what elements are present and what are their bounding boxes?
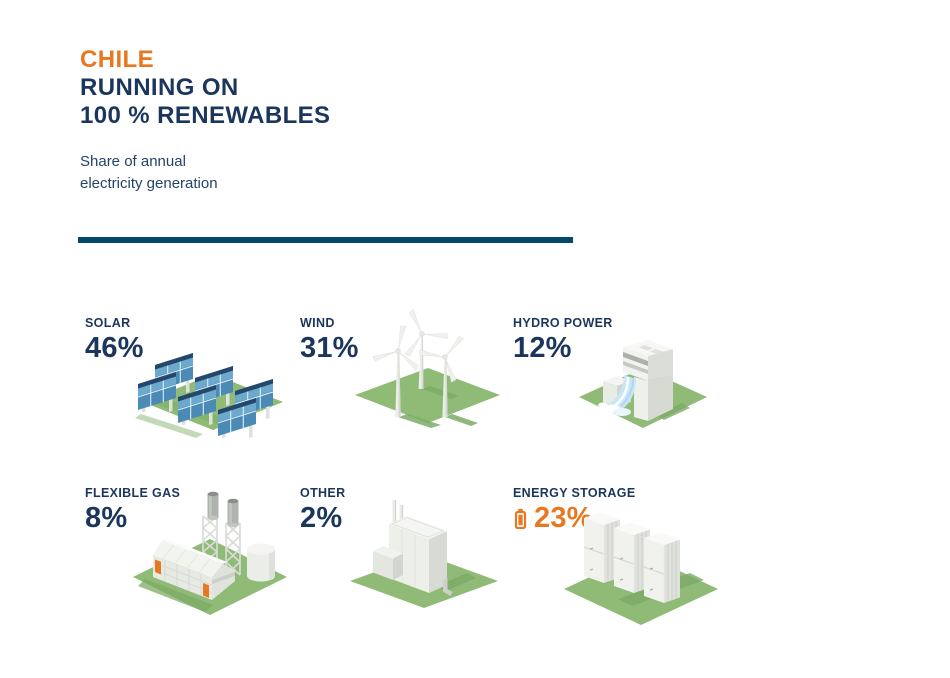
- tile-solar: SOLAR 46%: [85, 312, 300, 474]
- industrial-building-icon: [350, 500, 498, 608]
- page-title: CHILE RUNNING ON 100 % RENEWABLES: [80, 46, 330, 130]
- tile-label: WIND: [300, 316, 335, 330]
- tile-value: 8%: [85, 502, 128, 534]
- tile-storage: ENERGY STORAGE 23%: [513, 482, 728, 644]
- subtitle-line-2: electricity generation: [80, 174, 218, 192]
- tile-other: OTHER 2%: [300, 482, 515, 644]
- battery-icon: [514, 508, 527, 529]
- storage-value-row: 23%: [513, 502, 593, 534]
- title-country: CHILE: [80, 46, 154, 73]
- subtitle: Share of annual electricity generation: [80, 151, 218, 194]
- tile-label: ENERGY STORAGE: [513, 486, 636, 500]
- tile-value: 23%: [534, 502, 593, 534]
- tile-label: HYDRO POWER: [513, 316, 613, 330]
- tile-label: FLEXIBLE GAS: [85, 486, 181, 500]
- tile-value: 31%: [300, 332, 359, 364]
- tile-label: SOLAR: [85, 316, 131, 330]
- gas-power-plant-icon: [133, 491, 287, 615]
- tile-value: 46%: [85, 332, 144, 364]
- tile-gas: FLEXIBLE GAS 8%: [85, 482, 300, 644]
- solar-panels-icon: [135, 352, 283, 440]
- tile-wind: WIND 31%: [300, 312, 515, 474]
- subtitle-line-1: Share of annual: [80, 153, 186, 170]
- title-line-2: RUNNING ON: [80, 74, 239, 101]
- tile-value: 2%: [300, 502, 343, 534]
- tile-label: OTHER: [300, 486, 346, 500]
- battery-storage-containers-icon: [564, 511, 718, 625]
- tile-value: 12%: [513, 332, 572, 364]
- wind-turbines-icon: [355, 305, 500, 428]
- title-line-3: 100 % RENEWABLES: [80, 102, 331, 129]
- divider-rule: [78, 237, 573, 243]
- tile-hydro: HYDRO POWER 12%: [513, 312, 728, 474]
- hydro-power-plant-icon: [579, 340, 707, 428]
